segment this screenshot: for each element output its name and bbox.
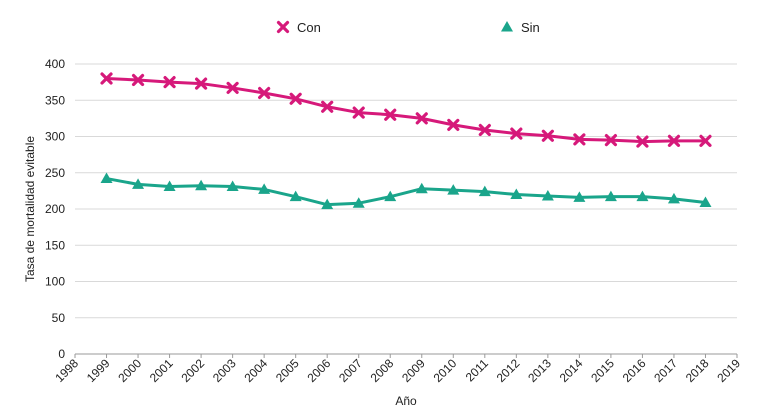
legend-item-con: Con xyxy=(276,20,321,35)
x-tick-label: 2000 xyxy=(115,356,144,385)
y-axis: 0 50 100 150 200 250 300 350 400 xyxy=(45,57,65,361)
x-tick-label: 2009 xyxy=(399,356,428,385)
data-point-sin xyxy=(352,197,365,208)
x-tick-label: 2001 xyxy=(147,356,176,385)
data-point-con xyxy=(163,76,176,89)
x-tick-label: 2010 xyxy=(431,356,460,385)
data-point-sin xyxy=(289,190,302,202)
x-axis-title: Año xyxy=(395,394,417,408)
y-tick-label: 400 xyxy=(45,57,65,71)
series-sin xyxy=(100,172,712,210)
data-point-sin xyxy=(415,182,428,194)
y-tick-label: 50 xyxy=(52,311,66,325)
data-point-sin xyxy=(541,189,554,201)
x-tick-label: 2007 xyxy=(336,356,365,385)
data-point-sin xyxy=(699,196,712,207)
x-tick-label: 2019 xyxy=(714,356,743,385)
data-point-sin xyxy=(226,180,239,192)
series-con xyxy=(100,72,712,148)
data-point-con xyxy=(573,133,586,146)
data-point-con xyxy=(226,81,239,95)
legend-label-sin: Sin xyxy=(521,20,540,35)
legend-marker-con xyxy=(276,20,290,34)
x-tick-label: 2005 xyxy=(273,356,302,385)
data-point-sin xyxy=(604,190,617,202)
data-point-sin xyxy=(132,178,145,189)
data-point-con xyxy=(258,86,271,100)
data-point-con xyxy=(447,118,460,131)
data-point-con xyxy=(289,92,302,105)
x-tick-label: 2012 xyxy=(494,356,523,385)
legend-label-con: Con xyxy=(297,20,321,35)
series-line-con xyxy=(106,77,706,144)
y-tick-label: 0 xyxy=(58,347,65,361)
data-point-con xyxy=(100,72,113,85)
data-point-sin xyxy=(478,185,491,197)
data-point-sin xyxy=(636,190,649,202)
data-point-sin xyxy=(100,172,113,184)
x-tick-label: 2006 xyxy=(305,356,334,385)
y-tick-label: 250 xyxy=(45,166,65,180)
y-tick-label: 200 xyxy=(45,202,65,216)
data-point-con xyxy=(667,134,681,147)
x-tick-label: 2015 xyxy=(588,356,617,385)
data-point-sin xyxy=(321,198,334,210)
data-point-con xyxy=(321,100,334,113)
x-tick-label: 2014 xyxy=(557,356,586,385)
x-tick-label: 2008 xyxy=(368,356,397,385)
x-tick-label: 1999 xyxy=(84,356,113,385)
x-tick-label: 2011 xyxy=(463,356,491,384)
data-point-sin xyxy=(573,191,586,202)
data-point-con xyxy=(131,73,145,87)
data-point-con xyxy=(384,108,397,121)
grid-lines xyxy=(75,63,737,355)
data-point-con xyxy=(415,112,428,125)
data-point-sin xyxy=(447,184,460,195)
x-tick-label: 2003 xyxy=(210,356,239,385)
data-point-con xyxy=(541,129,554,142)
data-point-con xyxy=(194,77,208,90)
data-point-sin xyxy=(384,190,397,202)
x-tick-label: 1998 xyxy=(52,356,81,385)
legend: Con Sin xyxy=(276,20,540,35)
y-tick-label: 350 xyxy=(45,93,65,107)
x-tick-label: 2013 xyxy=(525,356,554,385)
data-point-sin xyxy=(667,192,680,204)
data-point-con xyxy=(510,127,523,140)
data-point-sin xyxy=(258,183,271,194)
y-axis-title: Tasa de mortalidad evitable xyxy=(23,136,37,282)
data-point-con xyxy=(352,106,365,119)
legend-item-sin: Sin xyxy=(501,20,540,35)
y-tick-label: 300 xyxy=(45,130,65,144)
legend-marker-sin xyxy=(501,21,513,32)
data-point-con xyxy=(699,134,712,147)
y-tick-label: 150 xyxy=(45,238,65,252)
x-tick-label: 2016 xyxy=(620,356,649,385)
x-tick-label: 2017 xyxy=(651,356,680,385)
series-layer xyxy=(100,72,712,210)
data-point-sin xyxy=(163,180,176,192)
y-tick-label: 100 xyxy=(45,275,65,289)
data-point-sin xyxy=(510,188,523,199)
x-tick-label: 2002 xyxy=(178,356,207,385)
x-tick-label: 2018 xyxy=(683,356,712,385)
series-line-sin xyxy=(106,177,706,207)
x-tick-label: 2004 xyxy=(241,356,270,385)
data-point-sin xyxy=(195,179,208,191)
data-point-con xyxy=(636,135,649,148)
data-point-con xyxy=(478,123,491,137)
x-axis: 1998 1999 2000 2001 2002 2003 2004 2005 2006 2007… xyxy=(52,354,743,385)
data-point-con xyxy=(604,134,618,147)
